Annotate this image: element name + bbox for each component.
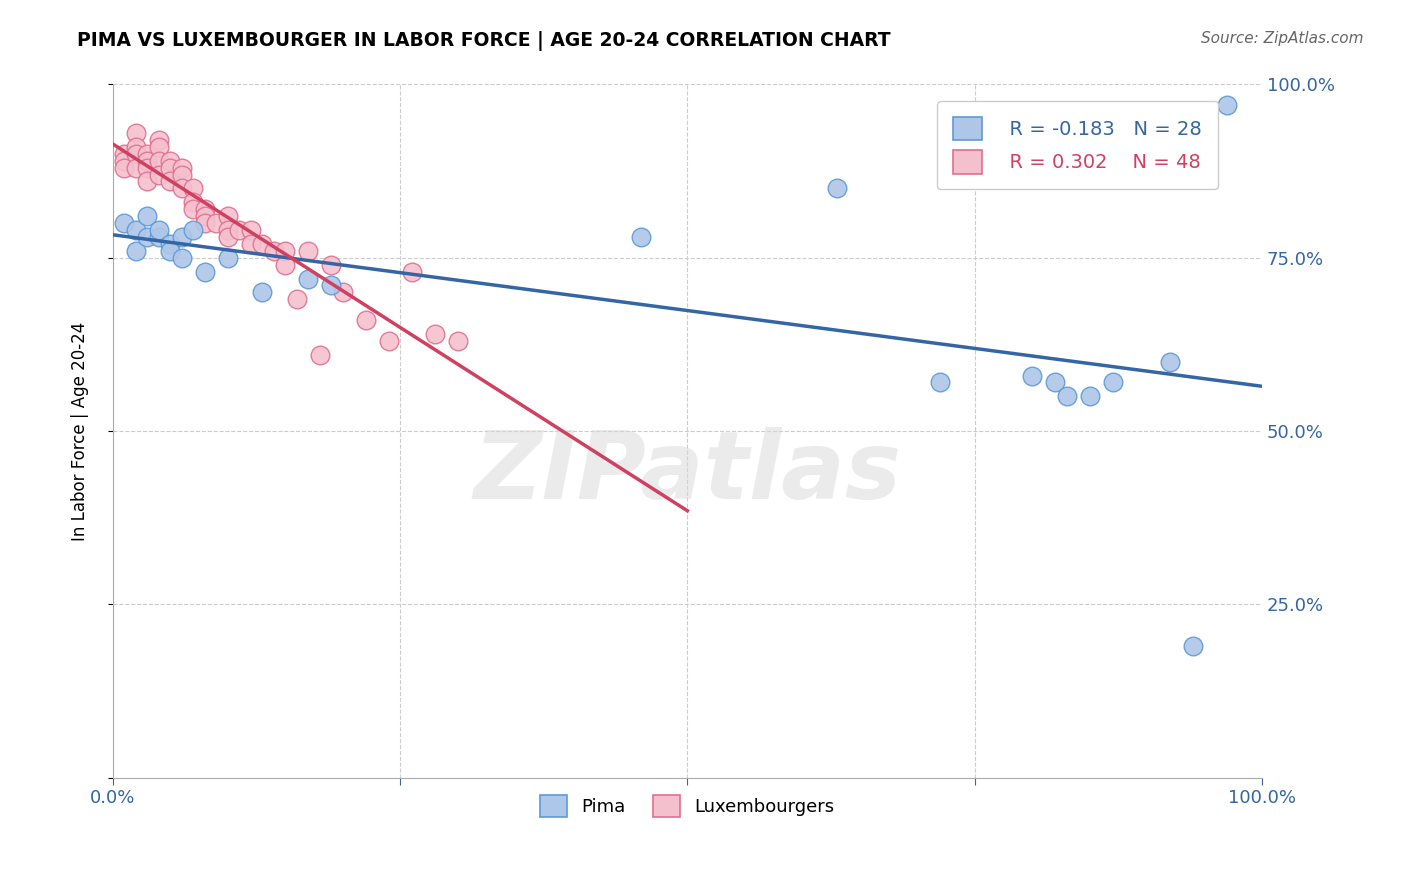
Point <box>1021 368 1043 383</box>
Point <box>263 244 285 258</box>
Point <box>228 223 250 237</box>
Point <box>205 216 228 230</box>
Point <box>321 278 343 293</box>
Point <box>252 236 274 251</box>
Point <box>1101 376 1123 390</box>
Point <box>194 216 217 230</box>
Point <box>148 223 170 237</box>
Point <box>194 264 217 278</box>
Point <box>181 223 204 237</box>
Point <box>159 161 181 175</box>
Point <box>297 271 319 285</box>
Point <box>274 258 297 272</box>
Point <box>1056 389 1078 403</box>
Point <box>446 334 468 348</box>
Point <box>148 133 170 147</box>
Point <box>170 251 193 265</box>
Point <box>112 153 135 168</box>
Point <box>125 244 148 258</box>
Point <box>159 174 181 188</box>
Point <box>297 244 319 258</box>
Point <box>239 223 262 237</box>
Point <box>159 153 181 168</box>
Point <box>181 195 204 210</box>
Point <box>217 230 239 244</box>
Point <box>217 251 239 265</box>
Point <box>159 244 181 258</box>
Point <box>136 209 159 223</box>
Point <box>125 126 148 140</box>
Point <box>170 161 193 175</box>
Point <box>354 313 377 327</box>
Point <box>148 140 170 154</box>
Point <box>136 230 159 244</box>
Point <box>1216 98 1239 112</box>
Point <box>252 285 274 300</box>
Point <box>285 293 308 307</box>
Point <box>170 230 193 244</box>
Point <box>181 181 204 195</box>
Point <box>136 153 159 168</box>
Point <box>148 153 170 168</box>
Point <box>170 181 193 195</box>
Point <box>1043 376 1066 390</box>
Legend: Pima, Luxembourgers: Pima, Luxembourgers <box>533 788 842 824</box>
Text: ZIPatlas: ZIPatlas <box>474 426 901 518</box>
Y-axis label: In Labor Force | Age 20-24: In Labor Force | Age 20-24 <box>72 321 89 541</box>
Text: PIMA VS LUXEMBOURGER IN LABOR FORCE | AGE 20-24 CORRELATION CHART: PIMA VS LUXEMBOURGER IN LABOR FORCE | AG… <box>77 31 891 51</box>
Text: Source: ZipAtlas.com: Source: ZipAtlas.com <box>1201 31 1364 46</box>
Point <box>194 209 217 223</box>
Point <box>181 202 204 217</box>
Point <box>125 146 148 161</box>
Point <box>423 326 446 341</box>
Point <box>136 146 159 161</box>
Point <box>825 181 848 195</box>
Point <box>1078 389 1101 403</box>
Point <box>377 334 399 348</box>
Point <box>159 236 181 251</box>
Point <box>194 202 217 217</box>
Point <box>125 161 148 175</box>
Point <box>112 161 135 175</box>
Point <box>125 223 148 237</box>
Point <box>217 223 239 237</box>
Point <box>112 146 135 161</box>
Point <box>401 264 423 278</box>
Point <box>274 244 297 258</box>
Point <box>136 161 159 175</box>
Point <box>630 230 652 244</box>
Point <box>332 285 354 300</box>
Point <box>136 174 159 188</box>
Point <box>112 216 135 230</box>
Point <box>217 209 239 223</box>
Point <box>929 376 952 390</box>
Point <box>148 168 170 182</box>
Point <box>170 168 193 182</box>
Point <box>148 230 170 244</box>
Point <box>125 140 148 154</box>
Point <box>1159 354 1181 368</box>
Point <box>1181 639 1204 653</box>
Point <box>321 258 343 272</box>
Point <box>308 348 330 362</box>
Point <box>239 236 262 251</box>
